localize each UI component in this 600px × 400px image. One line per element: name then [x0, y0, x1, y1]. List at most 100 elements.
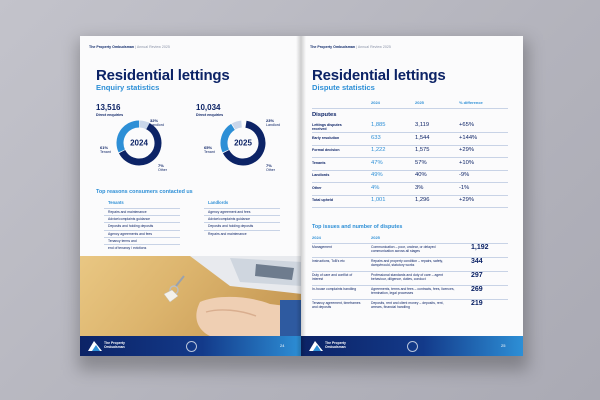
dispute-difference: +29% — [459, 147, 474, 153]
col-difference: % difference — [459, 100, 483, 105]
issue-2024: Duty of care and conflict of interest — [312, 273, 353, 281]
tenant-reason: Deposits and holding deposits — [103, 222, 181, 229]
landlord-reason: Deposits and holding deposits — [203, 222, 281, 229]
landlords-heading: Landlords — [208, 200, 229, 205]
page-footer: The Property Ombudsman 24 — [80, 336, 302, 356]
header-org: The Property Ombudsman — [310, 45, 356, 49]
header-doc: Annual Review 2025 — [357, 45, 391, 49]
dispute-value-2025: 1,544 — [415, 134, 430, 141]
issue-2024: Management — [312, 245, 332, 249]
issue-2024: In-house complaints handling — [312, 287, 357, 291]
ombudsman-logo-icon — [88, 341, 102, 351]
dispute-value-2024: 1,885 — [371, 122, 386, 128]
page-title: Residential lettings — [96, 67, 230, 84]
issue-count: 269 — [471, 286, 483, 293]
dispute-value-2024: 633 — [371, 134, 381, 141]
page-number: 24 — [280, 343, 285, 348]
issues-col-2025: 2025 — [371, 235, 380, 240]
disputes-heading: Disputes — [312, 112, 337, 118]
page-subtitle: Dispute statistics — [312, 83, 375, 92]
reasons-title: Top reasons consumers contacted us — [96, 189, 193, 195]
footer-emblem-icon — [407, 341, 418, 352]
issue-rule — [312, 257, 508, 258]
issue-count: 219 — [471, 300, 483, 307]
tenant-reason: end of tenancy / evictions — [103, 244, 181, 250]
dispute-difference: +144% — [459, 134, 478, 141]
dispute-difference: +29% — [459, 197, 474, 203]
tenant-reason: Repairs and maintenance — [104, 208, 180, 214]
donut-2025-landlord: 23% Landlord — [266, 118, 280, 128]
dispute-value-2024: 1,222 — [371, 147, 386, 153]
issue-2025: Repairs and property condition – repairs… — [371, 259, 443, 267]
right-page: The Property Ombudsman | Annual Review 2… — [301, 36, 523, 356]
row-rule — [312, 182, 508, 183]
dispute-row-label: Landlords — [312, 173, 330, 177]
row-rule — [312, 157, 508, 158]
dispute-row-label: Early resolution — [312, 135, 340, 140]
donut-2024: 2024 — [116, 120, 162, 166]
dispute-value-2025: 3% — [415, 184, 424, 191]
donut-year: 2024 — [130, 139, 148, 148]
dispute-value-2024: 4% — [371, 184, 380, 191]
issues-col-2024: 2024 — [312, 235, 321, 240]
total-2024-label: Direct enquiries — [96, 113, 124, 117]
row-rule — [312, 144, 508, 146]
tenant-reason: Agency agreements and fees — [103, 229, 181, 236]
total-2025-label: Direct enquiries — [196, 113, 224, 117]
tenant-reason: Advice/complaints guidance — [103, 215, 181, 222]
photo-hand-keys — [80, 256, 302, 336]
row-rule — [312, 194, 508, 196]
issue-rule — [312, 243, 508, 244]
donut-segment-other — [139, 120, 150, 130]
issue-count: 297 — [471, 272, 483, 279]
issue-count: 344 — [471, 258, 483, 265]
dispute-value-2025: 3,119 — [415, 122, 430, 128]
issue-count: 1,192 — [471, 244, 489, 251]
donut-year: 2025 — [234, 139, 252, 148]
issue-rule — [312, 299, 508, 300]
dispute-value-2025: 1,575 — [415, 147, 430, 153]
donut-segment-other — [231, 120, 242, 130]
dispute-value-2025: 40% — [415, 172, 427, 178]
dispute-row-label: Other — [312, 185, 322, 190]
dispute-row-label: Lettings disputes received — [312, 123, 342, 131]
dispute-difference: -1% — [459, 184, 470, 191]
left-page: The Property Ombudsman | Annual Review 2… — [80, 36, 302, 356]
donut-2024-tenant: 61% Tenant — [100, 145, 111, 155]
donut-segment-landlord — [116, 120, 140, 153]
issues-title: Top issues and number of disputes — [312, 224, 403, 230]
dispute-difference: +65% — [459, 122, 474, 128]
header-doc: Annual Review 2025 — [136, 45, 170, 49]
page-number: 25 — [501, 343, 506, 348]
dispute-difference: +10% — [459, 159, 474, 166]
donut-2025-other: 7% Other — [266, 163, 275, 173]
footer-emblem-icon — [186, 341, 197, 352]
dispute-difference: -9% — [459, 172, 470, 178]
row-rule — [312, 169, 508, 171]
donut-segment-tenant — [118, 122, 162, 166]
booklet-spine — [296, 36, 306, 356]
dispute-row-label: Total upheld — [312, 198, 334, 202]
page-footer: The Property Ombudsman 25 — [301, 336, 523, 356]
col-2024: 2024 — [371, 100, 380, 105]
landlord-reason: Repairs and maintenance — [204, 229, 280, 236]
row-rule — [312, 132, 508, 133]
dispute-row-label: Formal decision — [312, 148, 340, 152]
donut-segment-tenant — [222, 120, 266, 166]
tenants-heading: Tenants — [108, 200, 124, 205]
dispute-value-2024: 1,001 — [371, 197, 386, 203]
row-rule — [312, 207, 508, 208]
table-rule — [312, 108, 508, 109]
page-subtitle: Enquiry statistics — [96, 83, 160, 92]
total-2024: 13,516 — [96, 103, 121, 112]
total-2025: 10,034 — [196, 103, 221, 112]
ombudsman-logo-icon — [309, 341, 323, 351]
donut-2024-landlord: 32% Landlord — [150, 118, 164, 128]
donut-segment-landlord — [220, 123, 236, 153]
dispute-value-2025: 1,296 — [415, 197, 430, 203]
footer-brand: The Property Ombudsman — [104, 341, 125, 349]
landlord-reason: Agency agreement and fees — [203, 208, 281, 214]
issue-2025: Communication – poor, unclear, or delaye… — [371, 245, 436, 253]
dispute-value-2025: 57% — [415, 159, 427, 166]
dispute-value-2024: 47% — [371, 159, 383, 166]
